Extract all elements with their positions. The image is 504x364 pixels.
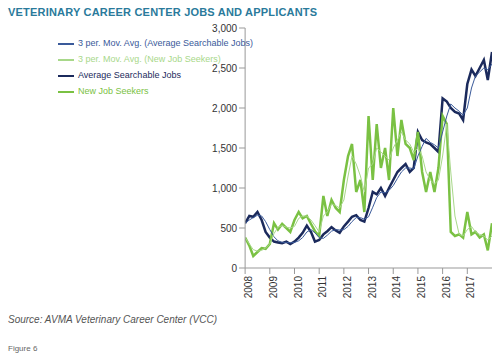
svg-text:2,500: 2,500 (212, 63, 237, 74)
svg-text:1,500: 1,500 (212, 143, 237, 154)
svg-text:2015: 2015 (416, 276, 427, 299)
svg-text:2016: 2016 (441, 276, 452, 299)
html-text:3 per. Mov. Avg. (New Job Seek: 3 per. Mov. Avg. (New Job Seekers) (78, 54, 221, 65)
html-text:Figure 6: Figure 6 (8, 344, 38, 353)
html-text:New Job Seekers: New Job Seekers (78, 86, 149, 97)
svg-text:2,000: 2,000 (212, 103, 237, 114)
svg-text:3,000: 3,000 (212, 23, 237, 34)
svg-text:2014: 2014 (391, 276, 402, 299)
svg-text:2010: 2010 (293, 276, 304, 299)
html-text:3 per. Mov. Avg. (Average Sear: 3 per. Mov. Avg. (Average Searchable Job… (78, 38, 254, 49)
svg-text:2011: 2011 (317, 276, 328, 298)
svg-text:2017: 2017 (465, 276, 476, 299)
html-text:Source: AVMA Veterinary Career: Source: AVMA Veterinary Career Center (V… (8, 314, 217, 325)
html-text:VETERINARY CAREER CENTER JOBS: VETERINARY CAREER CENTER JOBS AND APPLIC… (8, 6, 318, 18)
svg-text:2013: 2013 (367, 276, 378, 299)
svg-text:2008: 2008 (243, 276, 254, 299)
svg-text:500: 500 (220, 223, 237, 234)
svg-text:1,000: 1,000 (212, 183, 237, 194)
html-text:Average Searchable Jobs: Average Searchable Jobs (78, 70, 181, 81)
svg-text:2012: 2012 (342, 276, 353, 299)
svg-text:0: 0 (232, 263, 238, 274)
svg-text:2009: 2009 (268, 276, 279, 299)
